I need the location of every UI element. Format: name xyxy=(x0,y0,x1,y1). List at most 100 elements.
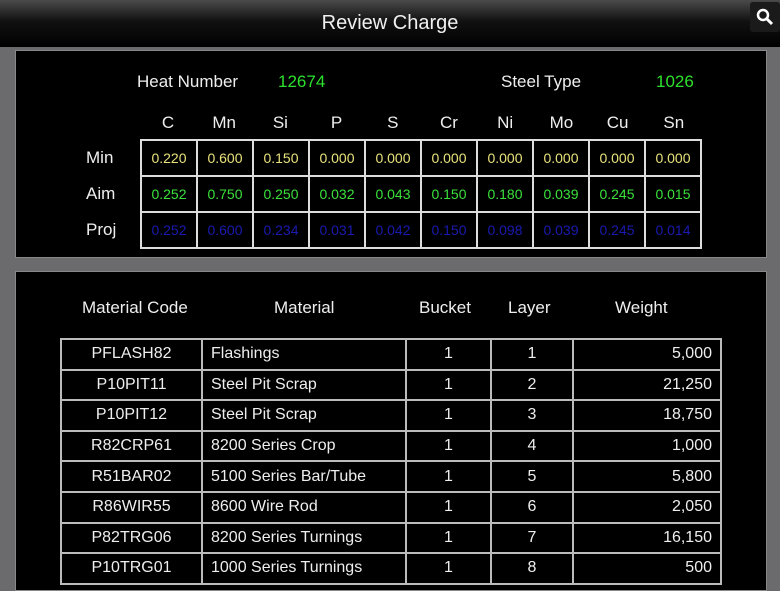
layer-cell: 4 xyxy=(490,429,574,463)
table-row[interactable]: P82TRG06 8200 Series Turnings 1 7 16,150 xyxy=(60,521,722,555)
material-cell: 5100 Series Bar/Tube xyxy=(201,460,407,493)
material-code-cell: P10TRG01 xyxy=(60,552,203,585)
chem-cell: 0.039 xyxy=(532,175,590,213)
row-label-aim: Aim xyxy=(86,184,116,203)
material-code-cell: R51BAR02 xyxy=(60,460,203,493)
chem-cell: 0.015 xyxy=(644,175,702,213)
element-header-mn: Mn xyxy=(212,113,236,132)
chem-cell: 0.039 xyxy=(532,211,590,249)
header-material-code: Material Code xyxy=(82,298,188,317)
layer-cell: 8 xyxy=(490,552,574,585)
layer-cell: 7 xyxy=(490,521,574,555)
element-header-p: P xyxy=(330,113,343,132)
material-cell: Flashings xyxy=(201,338,407,371)
header-layer: Layer xyxy=(508,298,551,317)
bucket-cell: 1 xyxy=(405,552,492,585)
material-code-cell: P82TRG06 xyxy=(60,521,203,555)
material-cell: 8200 Series Turnings xyxy=(201,521,407,555)
chem-cell: 0.150 xyxy=(252,139,310,177)
table-row[interactable]: P10TRG01 1000 Series Turnings 1 8 500 xyxy=(60,552,722,585)
header-bucket: Bucket xyxy=(419,298,471,317)
layer-cell: 2 xyxy=(490,368,574,402)
weight-cell: 21,250 xyxy=(572,368,722,402)
table-row[interactable]: R82CRP61 8200 Series Crop 1 4 1,000 xyxy=(60,429,722,463)
chem-cell: 0.600 xyxy=(196,139,254,177)
row-label-min: Min xyxy=(86,148,114,167)
layer-cell: 6 xyxy=(490,490,574,524)
heat-number-label: Heat Number xyxy=(137,72,239,91)
chem-cell: 0.000 xyxy=(532,139,590,177)
bucket-cell: 1 xyxy=(405,429,492,463)
search-icon xyxy=(756,8,774,26)
bucket-cell: 1 xyxy=(405,368,492,402)
chem-cell: 0.245 xyxy=(588,175,646,213)
chem-cell: 0.014 xyxy=(644,211,702,249)
chemistry-panel: Heat Number 12674 Steel Type 1026 C Mn Si P… xyxy=(15,50,767,258)
weight-cell: 5,800 xyxy=(572,460,722,493)
chem-row-proj: 0.252 0.600 0.234 0.031 0.042 0.150 0.098 0.039… xyxy=(140,211,702,249)
layer-cell: 3 xyxy=(490,399,574,432)
search-button[interactable] xyxy=(750,2,780,32)
weight-cell: 5,000 xyxy=(572,338,722,371)
steel-type-value: 1026 xyxy=(656,72,694,91)
table-row[interactable]: R86WIR55 8600 Wire Rod 1 6 2,050 xyxy=(60,490,722,524)
material-cell: 1000 Series Turnings xyxy=(201,552,407,585)
layer-cell: 5 xyxy=(490,460,574,493)
chem-cell: 0.234 xyxy=(252,211,310,249)
material-cell: Steel Pit Scrap xyxy=(201,368,407,402)
header-material: Material xyxy=(274,298,335,317)
material-code-cell: R82CRP61 xyxy=(60,429,203,463)
weight-cell: 18,750 xyxy=(572,399,722,432)
materials-panel: Material Code Material Bucket Layer Weig… xyxy=(15,271,767,591)
bucket-cell: 1 xyxy=(405,490,492,524)
title-bar: Review Charge xyxy=(0,0,780,47)
bucket-cell: 1 xyxy=(405,338,492,371)
table-row[interactable]: PFLASH82 Flashings 1 1 5,000 xyxy=(60,338,722,371)
chem-cell: 0.042 xyxy=(364,211,422,249)
chem-row-min: 0.220 0.600 0.150 0.000 0.000 0.000 0.000 0.000… xyxy=(140,139,702,177)
chem-cell: 0.031 xyxy=(308,211,366,249)
materials-table: PFLASH82 Flashings 1 1 5,000 P10PIT11 Steel Pi… xyxy=(60,338,722,585)
layer-cell: 1 xyxy=(490,338,574,371)
chem-cell: 0.600 xyxy=(196,211,254,249)
chem-cell: 0.098 xyxy=(476,211,534,249)
chem-cell: 0.252 xyxy=(140,175,198,213)
weight-cell: 1,000 xyxy=(572,429,722,463)
bucket-cell: 1 xyxy=(405,399,492,432)
page-title: Review Charge xyxy=(321,12,459,34)
bucket-cell: 1 xyxy=(405,521,492,555)
material-cell: 8200 Series Crop xyxy=(201,429,407,463)
chem-cell: 0.150 xyxy=(420,211,478,249)
chem-cell: 0.000 xyxy=(364,139,422,177)
chem-cell: 0.252 xyxy=(140,211,198,249)
element-header-c: C xyxy=(161,113,175,132)
header-weight: Weight xyxy=(615,298,668,317)
chem-cell: 0.250 xyxy=(252,175,310,213)
chem-cell: 0.032 xyxy=(308,175,366,213)
table-row[interactable]: P10PIT11 Steel Pit Scrap 1 2 21,250 xyxy=(60,368,722,402)
chem-cell: 0.000 xyxy=(476,139,534,177)
chemistry-table: 0.220 0.600 0.150 0.000 0.000 0.000 0.000 0.000… xyxy=(140,139,702,249)
material-code-cell: R86WIR55 xyxy=(60,490,203,524)
row-label-proj: Proj xyxy=(86,220,117,239)
element-header-ni: Ni xyxy=(497,113,514,132)
table-row[interactable]: R51BAR02 5100 Series Bar/Tube 1 5 5,800 xyxy=(60,460,722,493)
chem-row-aim: 0.252 0.750 0.250 0.032 0.043 0.150 0.180 0.039… xyxy=(140,175,702,213)
weight-cell: 16,150 xyxy=(572,521,722,555)
chem-cell: 0.180 xyxy=(476,175,534,213)
chem-cell: 0.000 xyxy=(420,139,478,177)
chem-cell: 0.150 xyxy=(420,175,478,213)
element-header-s: S xyxy=(387,113,399,132)
steel-type-label: Steel Type xyxy=(501,72,582,91)
element-header-mo: Mo xyxy=(549,113,574,132)
chem-cell: 0.220 xyxy=(140,139,198,177)
chem-cell: 0.000 xyxy=(644,139,702,177)
chem-cell: 0.000 xyxy=(308,139,366,177)
material-code-cell: P10PIT11 xyxy=(60,368,203,402)
chem-cell: 0.043 xyxy=(364,175,422,213)
heat-number-value: 12674 xyxy=(278,72,326,91)
material-code-cell: PFLASH82 xyxy=(60,338,203,371)
element-header-cr: Cr xyxy=(440,113,458,132)
element-header-sn: Sn xyxy=(663,113,685,132)
table-row[interactable]: P10PIT12 Steel Pit Scrap 1 3 18,750 xyxy=(60,399,722,432)
